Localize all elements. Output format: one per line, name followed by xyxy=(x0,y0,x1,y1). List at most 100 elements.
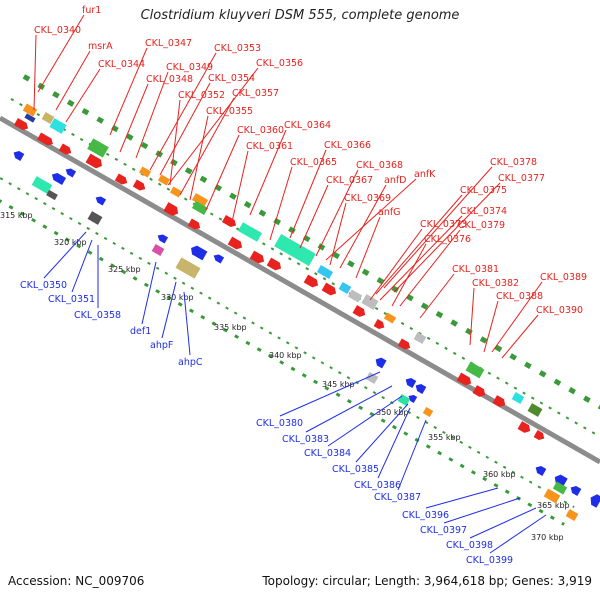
feature-block xyxy=(375,357,387,369)
callout-line xyxy=(325,178,417,261)
feature-block xyxy=(415,384,427,394)
forward-gene-label: CKL_0367 xyxy=(326,175,373,186)
forward-gene-label: CKL_0364 xyxy=(284,120,331,131)
callout-line xyxy=(109,47,148,136)
feature-block xyxy=(95,196,107,206)
scale-tick-label: 360 kbp xyxy=(483,470,516,479)
reverse-gene-label: CKL_0396 xyxy=(402,510,449,521)
feature-block xyxy=(37,132,53,146)
callout-line xyxy=(375,194,463,295)
callout-line xyxy=(205,134,240,211)
feature-block xyxy=(87,138,109,158)
forward-gene-label: CKL_0340 xyxy=(34,25,81,36)
callout-line xyxy=(119,83,149,153)
feature-block xyxy=(227,236,243,250)
feature-block xyxy=(552,481,568,495)
forward-gene-label: msrA xyxy=(88,41,113,52)
callout-line xyxy=(469,507,537,539)
feature-block xyxy=(321,282,337,296)
scale-tick-label: 345 kbp xyxy=(322,380,355,389)
feature-block xyxy=(383,312,397,324)
feature-block xyxy=(361,294,379,310)
feature-block xyxy=(138,166,152,178)
feature-block xyxy=(570,486,582,496)
forward-gene-label: CKL_0357 xyxy=(232,88,279,99)
feature-block xyxy=(565,509,579,521)
forward-gene-label: CKL_0374 xyxy=(460,206,507,217)
feature-block xyxy=(316,265,334,279)
callout-line xyxy=(269,166,293,241)
reverse-gene-label: CKL_0358 xyxy=(74,310,121,321)
forward-gene-label: CKL_0388 xyxy=(496,291,543,302)
feature-block xyxy=(397,338,411,350)
forward-gene-label: CKL_0366 xyxy=(324,140,371,151)
forward-gene-label: CKL_0349 xyxy=(166,62,213,73)
feature-block xyxy=(65,168,77,178)
feature-block xyxy=(85,153,102,169)
callout-line xyxy=(443,497,521,524)
forward-gene-label: CKL_0390 xyxy=(536,305,583,316)
forward-gene-label: CKL_0373 xyxy=(420,219,467,230)
feature-block xyxy=(266,257,282,271)
reverse-gene-label: def1 xyxy=(130,326,151,337)
callout-line xyxy=(299,184,329,249)
feature-block xyxy=(352,305,366,317)
scale-tick-label: 340 kbp xyxy=(269,351,302,360)
callout-line xyxy=(43,231,87,279)
reverse-gene-label: CKL_0386 xyxy=(354,480,401,491)
callout-line xyxy=(379,215,463,301)
gc-dot-tracks xyxy=(0,74,600,526)
forward-gene-label: CKL_0377 xyxy=(498,173,545,184)
forward-gene-label: fur1 xyxy=(82,5,101,16)
callout-line xyxy=(305,385,393,433)
feature-block xyxy=(249,250,265,264)
forward-gene-label: CKL_0344 xyxy=(98,59,145,70)
callout-line xyxy=(355,403,409,463)
reverse-gene-label: CKL_0398 xyxy=(446,540,493,551)
feature-block xyxy=(511,392,525,404)
feature-block xyxy=(13,118,29,130)
callout-line xyxy=(491,281,543,353)
forward-gene-label: CKL_0365 xyxy=(290,157,337,168)
feature-block xyxy=(49,118,67,134)
feature-block xyxy=(365,372,379,384)
feature-blocks xyxy=(13,103,600,521)
feature-block xyxy=(413,332,427,344)
callout-line xyxy=(33,34,37,111)
callout-line xyxy=(501,314,539,359)
callout-line xyxy=(161,281,177,339)
feature-block xyxy=(237,222,263,242)
feature-block xyxy=(517,421,531,433)
feature-block xyxy=(408,394,418,404)
forward-gene-label: CKL_0348 xyxy=(146,74,193,85)
feature-block xyxy=(46,189,58,201)
callout-line xyxy=(369,228,423,301)
feature-block xyxy=(132,179,146,191)
scale-tick-label: 365 kbp xyxy=(537,501,570,510)
reverse-gene-label: CKL_0383 xyxy=(282,434,329,445)
feature-block xyxy=(535,466,547,476)
reverse-gene-label: CKL_0399 xyxy=(466,555,513,566)
feature-block xyxy=(405,378,417,388)
callout-line xyxy=(141,261,157,325)
feature-block xyxy=(397,394,411,406)
callout-line xyxy=(55,50,91,111)
forward-gene-label: CKL_0379 xyxy=(458,220,505,231)
forward-gene-label: anfK xyxy=(414,169,436,180)
callout-line xyxy=(489,514,547,554)
feature-block xyxy=(221,215,237,227)
callout-line xyxy=(179,97,235,196)
feature-block xyxy=(24,113,36,123)
callout-line xyxy=(419,273,455,319)
feature-block xyxy=(456,372,472,386)
callout-line xyxy=(167,67,259,186)
forward-gene-label: CKL_0354 xyxy=(208,73,255,84)
callout-line xyxy=(469,287,475,346)
callout-line xyxy=(135,71,169,159)
feature-block xyxy=(191,201,209,215)
genome-backbone xyxy=(0,115,600,465)
reverse-gene-label: ahpC xyxy=(178,357,203,368)
callout-line xyxy=(329,202,347,266)
feature-block xyxy=(422,406,434,418)
feature-block xyxy=(87,211,103,225)
